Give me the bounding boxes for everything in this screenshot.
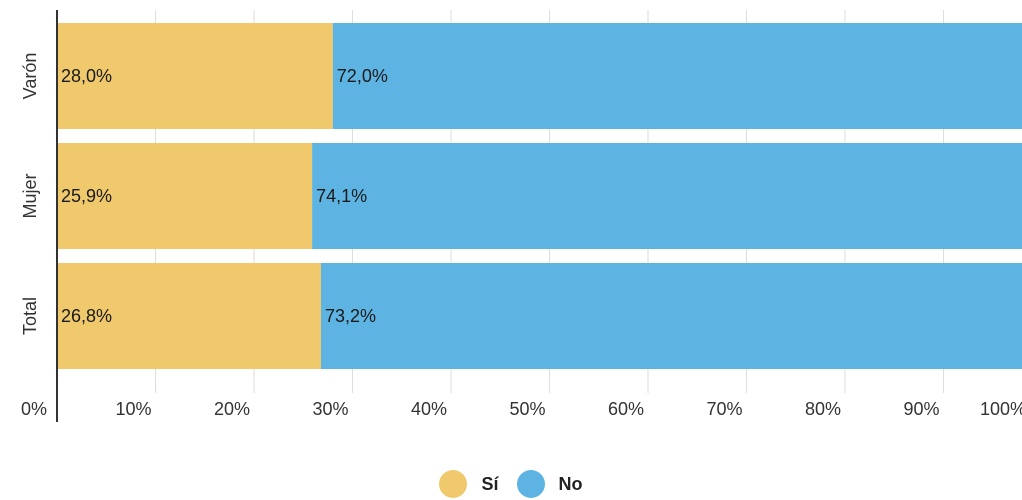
tick-label: 70% [706, 399, 742, 419]
data-labels: 28,0% 72,0% 25,9% 74,1% 26,8% 73,2% [61, 66, 388, 326]
tick-label: 10% [115, 399, 151, 419]
legend-item-no[interactable]: No [516, 470, 583, 498]
bar-si[interactable] [57, 263, 321, 369]
data-label: 74,1% [316, 186, 367, 206]
category-axis: Varón Mujer Total [20, 53, 40, 335]
bar-no[interactable] [332, 23, 1022, 129]
legend-swatch-si [439, 470, 468, 498]
bar-si[interactable] [57, 23, 333, 129]
tick-label: 20% [214, 399, 250, 419]
bar-no[interactable] [320, 263, 1022, 369]
category-label: Total [20, 297, 40, 335]
legend-label-si: Sí [481, 473, 499, 494]
bar-no[interactable] [312, 143, 1022, 249]
tick-label: 30% [312, 399, 348, 419]
legend: Sí No [0, 470, 1022, 498]
legend-label-no: No [558, 473, 583, 494]
category-label: Varón [20, 53, 40, 100]
tick-label: 90% [903, 399, 939, 419]
tick-label: 80% [805, 399, 841, 419]
data-label: 73,2% [325, 306, 376, 326]
tick-label: 50% [509, 399, 545, 419]
data-label: 72,0% [337, 66, 388, 86]
tick-label: 0% [21, 399, 47, 419]
value-axis: 0% 10% 20% 30% 40% 50% 60% 70% 80% 90% 100% [21, 399, 1022, 419]
legend-item-si[interactable]: Sí [439, 470, 499, 498]
data-label: 26,8% [61, 306, 112, 326]
tick-label: 40% [411, 399, 447, 419]
data-label: 28,0% [61, 66, 112, 86]
bar-si[interactable] [57, 143, 313, 249]
legend-swatch-no [516, 470, 545, 498]
tick-label: 100% [980, 399, 1022, 419]
tick-label: 60% [608, 399, 644, 419]
category-label: Mujer [20, 173, 40, 218]
bars [57, 23, 1022, 369]
data-label: 25,9% [61, 186, 112, 206]
